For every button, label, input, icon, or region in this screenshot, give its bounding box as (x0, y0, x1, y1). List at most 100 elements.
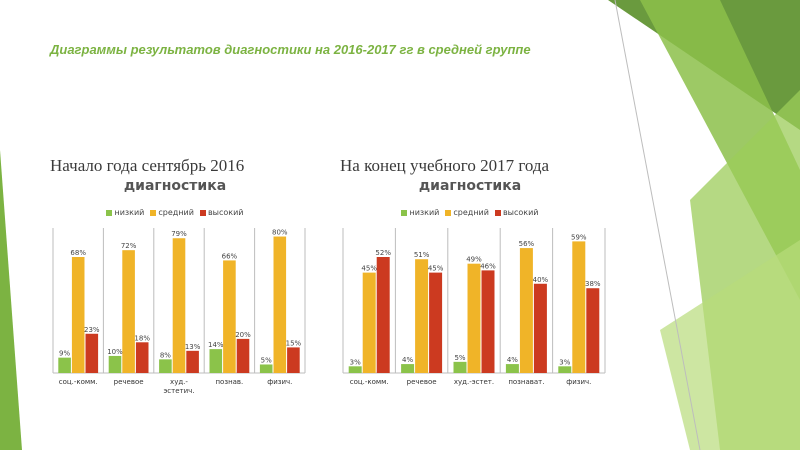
data-label: 45% (428, 265, 444, 273)
data-label: 46% (480, 262, 496, 270)
legend-label-mid: средний (158, 208, 194, 217)
legend-swatch-mid (150, 209, 157, 216)
bar-high (85, 333, 99, 373)
data-label: 4% (507, 356, 518, 364)
bar-mid (519, 248, 533, 373)
bar-high (236, 338, 250, 373)
data-label: 5% (454, 354, 465, 362)
deco-triangle-left (0, 150, 22, 450)
category-label: познават. (508, 378, 544, 386)
category-label: речевое (407, 378, 437, 386)
deco-line (614, 0, 701, 450)
bar-high (376, 257, 390, 373)
legend-swatch-mid (445, 209, 452, 216)
legend-item-high: высокий (494, 208, 539, 217)
bar-low (159, 359, 172, 373)
data-label: 4% (402, 356, 413, 364)
chart-plot: 9% 68% 23% соц.-комм. 10% 72% 18% речевое 8% 79% 1… (52, 228, 306, 395)
category-label: соц.-комм. (59, 378, 98, 386)
bar-mid (572, 241, 586, 373)
category-label: физич. (566, 378, 591, 386)
category-label: худ.- (170, 378, 188, 386)
bar-high (533, 283, 547, 373)
data-label: 14% (208, 341, 224, 349)
legend-item-low: низкий (401, 208, 439, 217)
bar-low (558, 366, 572, 373)
data-label: 59% (571, 233, 587, 241)
chart-legend: низкий средний высокий (330, 208, 610, 217)
legend-swatch-high (494, 209, 501, 216)
data-label: 52% (375, 249, 391, 257)
bar-high (586, 288, 600, 373)
legend-item-high: высокий (199, 208, 244, 217)
legend-label-low: низкий (114, 208, 145, 217)
bar-mid (122, 250, 135, 373)
data-label: 23% (84, 326, 100, 334)
chart-right: диагностика низкий средний высокий 3% 45%… (330, 178, 610, 398)
bar-mid (273, 236, 287, 373)
category-label: эстетич. (163, 387, 194, 395)
data-label: 5% (261, 356, 272, 364)
bar-high (287, 347, 300, 373)
bar-high (186, 350, 199, 373)
bar-low (505, 364, 519, 373)
bar-high (135, 342, 149, 373)
data-label: 38% (585, 280, 601, 288)
bar-mid (71, 257, 85, 373)
legend-label-high: высокий (502, 208, 539, 217)
data-label: 40% (533, 276, 549, 284)
chart-left: диагностика низкий средний высокий 9% 68%… (40, 178, 310, 398)
category-label: физич. (267, 378, 292, 386)
bar-mid (223, 260, 236, 373)
data-label: 10% (107, 348, 123, 356)
bar-low (58, 357, 71, 373)
chart-title: диагностика (418, 178, 522, 194)
data-label: 18% (134, 334, 150, 342)
bar-low (108, 355, 122, 373)
bar-low (401, 364, 415, 373)
data-label: 68% (70, 249, 86, 257)
legend-label-low: низкий (409, 208, 440, 217)
data-label: 3% (559, 358, 570, 366)
bar-high (429, 272, 443, 373)
legend-swatch-high (199, 209, 206, 216)
bar-mid (362, 272, 376, 373)
bar-low (348, 366, 362, 373)
data-label: 72% (121, 242, 137, 250)
deco-triangle-pale (660, 240, 800, 450)
data-label: 51% (414, 251, 430, 259)
legend-label-mid: средний (453, 208, 489, 217)
legend-item-low: низкий (106, 208, 144, 217)
bar-low (453, 361, 467, 373)
legend-swatch-low (106, 209, 113, 216)
category-label: худ.-эстет. (454, 378, 494, 386)
slide-title: Диаграммы результатов диагностики на 201… (50, 42, 531, 57)
bar-low (209, 349, 223, 373)
legend-item-mid: средний (150, 208, 194, 217)
data-label: 49% (466, 256, 482, 264)
data-label: 56% (519, 240, 535, 248)
data-label: 79% (171, 230, 187, 238)
category-label: соц.-комм. (350, 378, 389, 386)
bar-mid (415, 259, 429, 373)
right-heading: На конец учебного 2017 года (340, 156, 550, 175)
chart-legend: низкий средний высокий (40, 208, 310, 217)
data-label: 66% (222, 252, 238, 260)
data-label: 13% (185, 343, 201, 351)
data-label: 20% (235, 331, 251, 339)
bar-high (481, 270, 495, 373)
data-label: 80% (272, 229, 288, 237)
left-heading: Начало года сентябрь 2016 (50, 156, 245, 175)
bar-low (259, 364, 273, 373)
data-label: 15% (286, 339, 302, 347)
chart-title: диагностика (123, 178, 227, 194)
bar-mid (172, 238, 186, 373)
data-label: 45% (361, 265, 377, 273)
category-label: речевое (114, 378, 144, 386)
bar-mid (467, 263, 481, 373)
category-label: познав. (215, 378, 243, 386)
legend-item-mid: средний (445, 208, 489, 217)
chart-plot: 3% 45% 52% соц.-комм. 4% 51% 45% речевое 5% 49%46… (342, 228, 606, 386)
legend-label-high: высокий (207, 208, 244, 217)
